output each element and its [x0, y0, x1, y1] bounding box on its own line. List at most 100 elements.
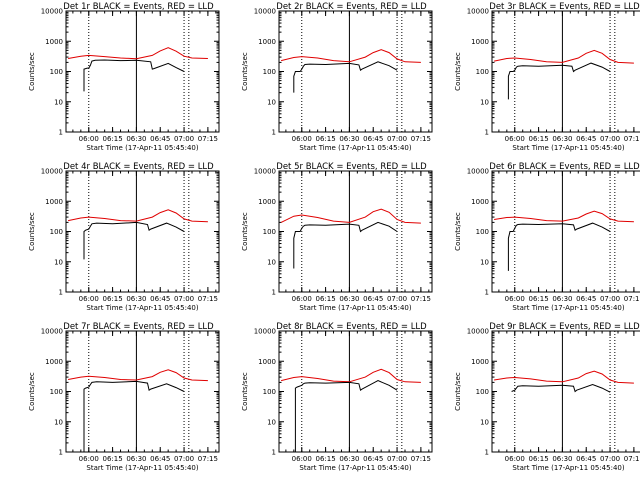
- y-axis-label: Counts/sec: [28, 212, 36, 251]
- y-tick-label: 10: [54, 258, 63, 266]
- detector-panel: Det 5r BLACK = Events, RED = LLD 1 10 100 10…: [241, 162, 433, 312]
- y-tick-label: 1: [272, 129, 276, 137]
- x-tick-label: 06:45: [576, 455, 596, 463]
- x-tick-label: 07:15: [198, 295, 218, 303]
- y-tick-label: 1000: [45, 38, 63, 46]
- y-tick-label: 1000: [45, 358, 63, 366]
- y-axis-label: Counts/sec: [454, 52, 462, 91]
- y-tick-label: 10000: [467, 328, 489, 336]
- x-tick-label: 07:15: [624, 295, 640, 303]
- panel-title: Det 1r BLACK = Events, RED = LLD: [63, 2, 214, 12]
- x-tick-label: 06:00: [505, 295, 525, 303]
- x-tick-label: 06:30: [339, 135, 359, 143]
- lld-series-line: [280, 49, 421, 63]
- lld-series-line: [494, 370, 634, 384]
- detector-panel: Det 1r BLACK = Events, RED = LLD 1 10 100 10…: [28, 2, 220, 152]
- y-tick-label: 10000: [467, 8, 489, 16]
- y-tick-label: 10: [267, 418, 276, 426]
- x-axis-label: Start Time (17-Apr-11 05:45:40): [512, 464, 624, 472]
- x-tick-label: 07:00: [174, 135, 194, 143]
- y-tick-label: 10000: [41, 168, 63, 176]
- y-tick-label: 10000: [254, 168, 276, 176]
- events-series-line: [83, 221, 185, 260]
- events-series-line: [83, 59, 185, 92]
- y-tick-label: 100: [263, 68, 276, 76]
- detector-panel: Det 3r BLACK = Events, RED = LLD 1 10 100 10…: [454, 2, 640, 152]
- y-tick-label: 100: [476, 388, 489, 396]
- detector-panel: Det 2r BLACK = Events, RED = LLD 1 10 100 10…: [241, 2, 433, 152]
- x-tick-label: 07:15: [624, 455, 640, 463]
- x-tick-label: 07:15: [624, 135, 640, 143]
- y-tick-label: 10000: [467, 168, 489, 176]
- x-tick-label: 07:15: [198, 135, 218, 143]
- x-axis-label: Start Time (17-Apr-11 05:45:40): [86, 304, 198, 312]
- y-tick-label: 10: [54, 418, 63, 426]
- x-tick-label: 06:30: [552, 135, 572, 143]
- events-series-line: [294, 380, 398, 452]
- y-tick-label: 10: [480, 258, 489, 266]
- events-series-line: [293, 221, 398, 269]
- x-tick-label: 06:00: [79, 295, 99, 303]
- x-tick-label: 06:30: [552, 295, 572, 303]
- x-tick-label: 06:15: [102, 135, 122, 143]
- y-axis-label: Counts/sec: [28, 372, 36, 411]
- x-tick-label: 06:15: [528, 135, 548, 143]
- panel-title: Det 6r BLACK = Events, RED = LLD: [489, 162, 640, 172]
- lld-series-line: [68, 369, 208, 382]
- lld-series-line: [494, 210, 634, 223]
- x-axis-label: Start Time (17-Apr-11 05:45:40): [299, 464, 411, 472]
- x-tick-label: 06:30: [339, 455, 359, 463]
- panel-title: Det 3r BLACK = Events, RED = LLD: [489, 2, 640, 12]
- x-tick-label: 06:30: [126, 295, 146, 303]
- x-tick-label: 07:00: [174, 455, 194, 463]
- detector-panel: Det 8r BLACK = Events, RED = LLD 1 10 100 10…: [241, 322, 433, 472]
- events-series-line: [507, 222, 611, 271]
- x-tick-label: 06:00: [79, 135, 99, 143]
- lld-series-line: [280, 208, 421, 224]
- y-axis-label: Counts/sec: [454, 212, 462, 251]
- y-tick-label: 1: [485, 129, 489, 137]
- y-tick-label: 1: [59, 289, 63, 297]
- x-tick-label: 06:45: [363, 295, 383, 303]
- y-tick-label: 10000: [254, 8, 276, 16]
- plot-frame: [491, 10, 640, 133]
- x-tick-label: 06:15: [528, 455, 548, 463]
- x-axis-label: Start Time (17-Apr-11 05:45:40): [512, 144, 624, 152]
- lld-series-line: [68, 47, 208, 60]
- panel-title: Det 2r BLACK = Events, RED = LLD: [276, 2, 427, 12]
- x-tick-label: 06:15: [102, 455, 122, 463]
- panel-title: Det 9r BLACK = Events, RED = LLD: [489, 322, 640, 332]
- x-tick-label: 06:15: [102, 295, 122, 303]
- x-tick-label: 06:00: [79, 455, 99, 463]
- y-tick-label: 10: [54, 98, 63, 106]
- x-tick-label: 06:45: [150, 295, 170, 303]
- y-tick-label: 1000: [471, 38, 489, 46]
- x-tick-label: 07:15: [198, 455, 218, 463]
- y-tick-label: 1: [485, 449, 489, 457]
- x-tick-label: 06:15: [315, 455, 335, 463]
- y-tick-label: 10000: [254, 328, 276, 336]
- plot-frame: [491, 330, 640, 453]
- x-tick-label: 06:00: [505, 135, 525, 143]
- y-tick-label: 1000: [471, 358, 489, 366]
- x-tick-label: 07:15: [411, 295, 431, 303]
- panel-title: Det 5r BLACK = Events, RED = LLD: [276, 162, 427, 172]
- x-tick-label: 07:00: [600, 455, 620, 463]
- y-tick-label: 100: [50, 228, 63, 236]
- detector-panel: Det 4r BLACK = Events, RED = LLD 1 10 100 10…: [28, 162, 220, 312]
- x-tick-label: 06:00: [292, 135, 312, 143]
- x-tick-label: 07:00: [387, 135, 407, 143]
- x-tick-label: 06:30: [552, 455, 572, 463]
- x-tick-label: 06:15: [528, 295, 548, 303]
- x-tick-label: 07:00: [600, 295, 620, 303]
- events-series-line: [293, 61, 398, 93]
- y-tick-label: 10: [267, 98, 276, 106]
- y-tick-label: 1000: [45, 198, 63, 206]
- x-tick-label: 07:15: [411, 135, 431, 143]
- x-tick-label: 07:00: [174, 295, 194, 303]
- y-tick-label: 1000: [471, 198, 489, 206]
- x-tick-label: 07:00: [387, 455, 407, 463]
- y-tick-label: 100: [476, 68, 489, 76]
- x-tick-label: 07:00: [600, 135, 620, 143]
